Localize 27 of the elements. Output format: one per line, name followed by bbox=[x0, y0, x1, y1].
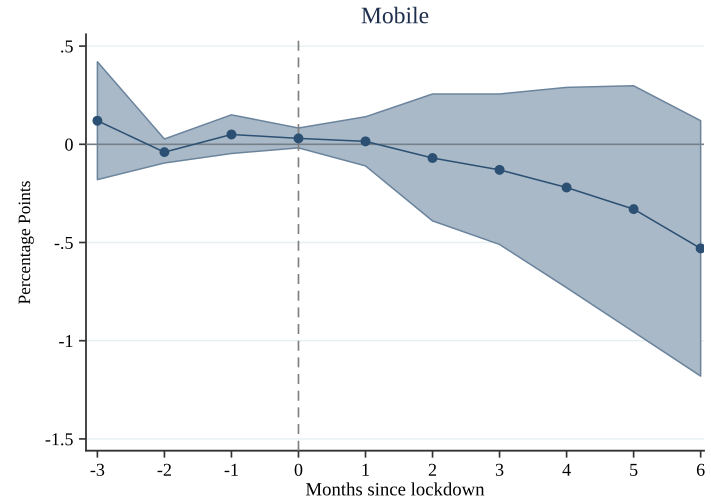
point bbox=[92, 116, 102, 126]
y-tick-label: 0 bbox=[65, 138, 73, 151]
y-tick-label: -1 bbox=[59, 335, 72, 347]
point bbox=[428, 153, 438, 164]
x-tick-label: 5 bbox=[630, 464, 638, 476]
point bbox=[494, 164, 505, 175]
x-tick-label: 1 bbox=[362, 464, 369, 476]
x-tick-label: -2 bbox=[158, 464, 171, 476]
x-axis-title: Months since lockdown bbox=[306, 482, 484, 496]
x-tick-label: 2 bbox=[428, 464, 436, 476]
point bbox=[628, 204, 639, 214]
y-axis-title: Percentage Points bbox=[18, 181, 34, 304]
x-tick-label: 0 bbox=[294, 464, 302, 476]
x-tick-label: 6 bbox=[696, 464, 705, 476]
y-tick-label: -1.5 bbox=[46, 433, 73, 446]
x-tick-label: -1 bbox=[224, 464, 238, 476]
x-tick-label: -3 bbox=[90, 464, 104, 476]
point bbox=[562, 182, 572, 193]
y-tick-label: .5 bbox=[61, 40, 73, 53]
chart-title: Mobile bbox=[362, 6, 428, 24]
point bbox=[360, 136, 371, 146]
point bbox=[293, 133, 304, 144]
point bbox=[226, 129, 236, 140]
x-tick-label: 3 bbox=[496, 464, 504, 476]
x-tick-label: 4 bbox=[562, 464, 571, 476]
y-tick-label: -.5 bbox=[54, 236, 73, 250]
point bbox=[159, 147, 170, 158]
